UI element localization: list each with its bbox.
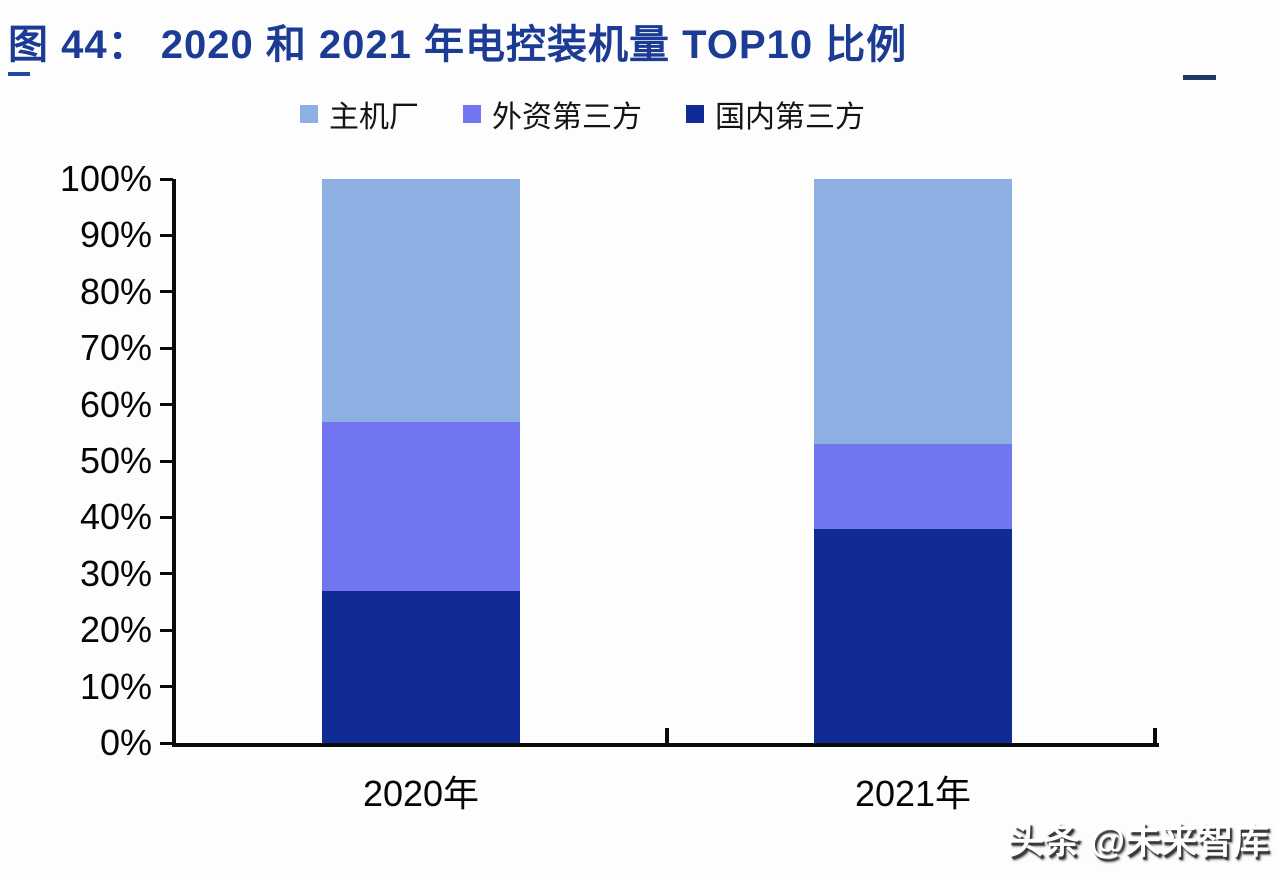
top-right-dash bbox=[1183, 75, 1216, 80]
y-axis-tick bbox=[160, 403, 173, 407]
legend-item-1: 外资第三方 bbox=[463, 92, 642, 136]
bar-segment-2021年-主机厂 bbox=[814, 179, 1012, 445]
legend-label: 外资第三方 bbox=[492, 101, 642, 134]
legend-label: 主机厂 bbox=[329, 101, 419, 134]
figure-title: 图 44： 2020 和 2021 年电控装机量 TOP10 比例 bbox=[8, 23, 908, 67]
title-underline-dash bbox=[8, 72, 30, 76]
y-axis-tick-label: 50% bbox=[79, 440, 152, 481]
y-axis-tick bbox=[160, 741, 173, 745]
y-axis-tick-label: 60% bbox=[79, 383, 152, 425]
y-axis-tick-label: 100% bbox=[59, 158, 152, 199]
y-axis-tick bbox=[160, 685, 173, 689]
y-axis-tick-label: 70% bbox=[79, 327, 152, 369]
legend-swatch-icon bbox=[463, 105, 481, 123]
y-axis-tick bbox=[160, 628, 173, 632]
y-axis-tick-label: 0% bbox=[99, 722, 152, 763]
y-axis-tick bbox=[160, 346, 173, 350]
legend-item-2: 国内第三方 bbox=[686, 92, 865, 136]
chart-legend: 主机厂 外资第三方 国内第三方 bbox=[300, 92, 1000, 136]
watermark: 头条 @未来智库 bbox=[1008, 820, 1270, 861]
bar-segment-2021年-国内第三方 bbox=[814, 528, 1012, 743]
y-axis-tick bbox=[160, 290, 173, 294]
y-axis-tick bbox=[160, 459, 173, 463]
y-axis-tick-label: 30% bbox=[79, 552, 152, 594]
y-axis-tick bbox=[160, 177, 173, 181]
legend-item-0: 主机厂 bbox=[300, 92, 419, 136]
bar-segment-2020年-主机厂 bbox=[322, 179, 520, 422]
y-axis-tick-label: 40% bbox=[79, 496, 152, 538]
y-axis-tick-label: 20% bbox=[79, 609, 152, 651]
legend-swatch-icon bbox=[300, 105, 318, 123]
y-axis-tick-label: 90% bbox=[79, 214, 152, 256]
y-axis-tick-label: 80% bbox=[79, 270, 152, 312]
y-axis-tick bbox=[160, 515, 173, 519]
x-axis-tick bbox=[1153, 728, 1157, 743]
y-axis-tick-label: 10% bbox=[79, 665, 152, 707]
y-axis-tick bbox=[160, 233, 173, 237]
x-axis-category-label: 2021年 bbox=[854, 773, 972, 814]
x-axis-category-label: 2020年 bbox=[362, 773, 480, 814]
y-axis-tick bbox=[160, 572, 173, 576]
bar-segment-2020年-外资第三方 bbox=[322, 421, 520, 591]
bar-segment-2020年-国内第三方 bbox=[322, 590, 520, 743]
x-axis-tick bbox=[665, 728, 669, 743]
bar-segment-2021年-外资第三方 bbox=[814, 444, 1012, 529]
plot-area: 0% 10% 20% 30% 40% 50% 60% 70% 80% 90% 100% 2020年 20… bbox=[60, 158, 1159, 814]
legend-swatch-icon bbox=[686, 105, 704, 123]
legend-label: 国内第三方 bbox=[715, 101, 865, 134]
